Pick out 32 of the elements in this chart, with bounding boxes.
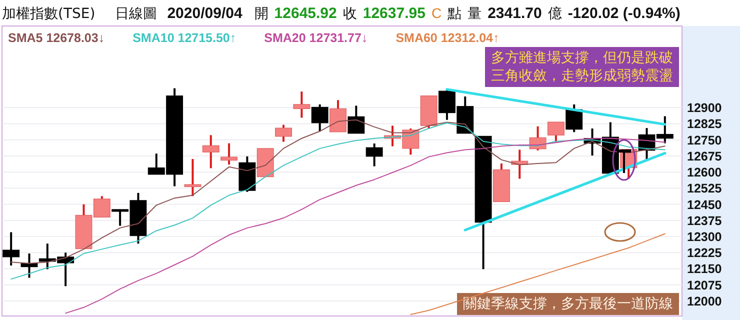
note: 多方雖進場支撐，但仍是跌破 三角收斂，走勢形成弱勢震盪	[485, 47, 679, 87]
annotation: 關鍵季線支撐，多方最後一道防線	[463, 296, 673, 312]
annotation: 三角收斂，走勢形成弱勢震盪	[491, 68, 673, 84]
chart-title: 加權指數(TSE)	[2, 6, 96, 22]
y-tick-label: 12150	[687, 262, 722, 276]
y-tick-label: 12900	[687, 101, 722, 116]
chart-subtitle: 日線圖	[115, 6, 158, 22]
y-tick-label: 12450	[687, 198, 722, 212]
text: 開	[254, 5, 268, 21]
text: 2020/09/04	[167, 5, 243, 22]
y-tick-label: 12600	[687, 166, 722, 180]
text: 點	[446, 5, 462, 21]
text: 12637.95	[362, 5, 426, 22]
text: 2341.70	[488, 5, 542, 22]
text: 量	[468, 5, 482, 21]
y-tick-label: 12075	[687, 278, 722, 292]
annotation: 多方雖進場支撐，但仍是跌破	[491, 50, 673, 66]
y-tick-label: 12825	[687, 117, 722, 132]
y-tick-label: 12525	[687, 182, 722, 196]
note: 關鍵季線支撐，多方最後一道防線	[457, 293, 679, 315]
y-tick-label: 12300	[687, 230, 722, 244]
text: C	[431, 5, 442, 21]
legend: SMA5 12678.03↓ SMA10 12715.50↑ SMA20 12731.77↓ SMA60 12312.04↑	[8, 31, 500, 45]
y-tick-label: 12375	[687, 214, 722, 228]
text: 12645.92	[274, 5, 337, 22]
text: -120.02 (-0.94%)	[568, 5, 680, 22]
y-tick-label: 12750	[687, 133, 722, 148]
text: 收	[342, 5, 357, 21]
y-tick-label: 12000	[687, 294, 722, 308]
text: 億	[548, 5, 562, 21]
y-tick-label: 12225	[687, 246, 722, 260]
y-tick-label: 12675	[687, 149, 722, 164]
